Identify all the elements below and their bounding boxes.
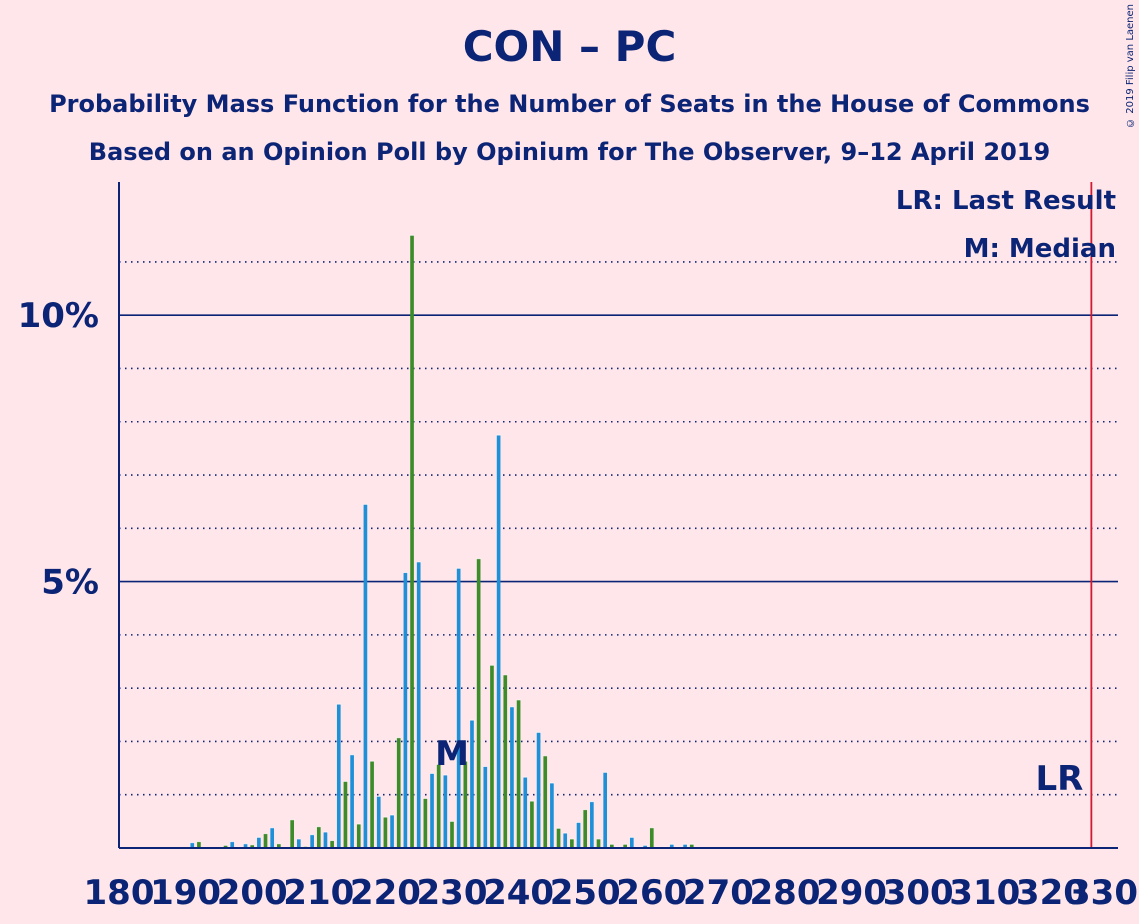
- bar: [190, 842, 195, 848]
- bar: [590, 801, 594, 848]
- x-tick-label: 190: [150, 873, 221, 913]
- chart-subtitle: Probability Mass Function for the Number…: [49, 90, 1090, 118]
- x-tick-label: 310: [949, 873, 1020, 913]
- bar: [350, 754, 354, 848]
- chart-title: CON – PC: [462, 22, 677, 71]
- x-tick-label: 180: [84, 873, 155, 913]
- bar: [556, 828, 561, 848]
- bar: [423, 798, 428, 848]
- axes: [118, 182, 1118, 849]
- bar: [570, 838, 574, 848]
- bar: [450, 821, 454, 848]
- bar: [410, 235, 414, 848]
- bar: [250, 844, 255, 848]
- bar: [316, 826, 321, 848]
- bar: [576, 822, 581, 848]
- bar: [496, 435, 501, 848]
- bar: [310, 834, 314, 848]
- bar: [277, 843, 281, 848]
- bar: [403, 572, 408, 848]
- axis-labels: 5% 10% 18019020021022023024025026027028029…: [18, 186, 1138, 913]
- x-tick-label: 300: [883, 873, 954, 913]
- x-tick-label: 280: [750, 873, 821, 913]
- y-tick-label: 10%: [18, 296, 99, 336]
- bar: [197, 841, 201, 848]
- bar: [510, 706, 514, 848]
- bar: [629, 837, 634, 848]
- bar: [443, 775, 448, 848]
- bar: [257, 837, 261, 848]
- chart-source: Based on an Opinion Poll by Opinium for …: [88, 138, 1051, 166]
- x-tick-label: 270: [683, 873, 754, 913]
- bar: [296, 838, 301, 848]
- bar: [649, 827, 654, 848]
- bar: [643, 845, 647, 848]
- bar: [223, 845, 228, 848]
- bar: [330, 840, 334, 848]
- bar: [550, 782, 554, 848]
- bar: [336, 704, 341, 848]
- bar: [623, 844, 627, 848]
- x-tick-label: 210: [283, 873, 354, 913]
- bar: [503, 674, 508, 848]
- x-tick-label: 290: [816, 873, 887, 913]
- bar: [396, 737, 401, 848]
- bar: [683, 844, 687, 848]
- bar: [416, 561, 421, 848]
- legend-last-result: LR: Last Result: [896, 186, 1116, 216]
- legend-median: M: Median: [964, 234, 1116, 264]
- last-result-marker: LR: [1036, 759, 1084, 799]
- bar: [483, 766, 488, 848]
- bar: [456, 568, 461, 848]
- bar: [243, 843, 248, 848]
- bar: [390, 814, 394, 848]
- bar: [363, 504, 368, 848]
- bar: [430, 773, 434, 848]
- bar: [436, 764, 441, 848]
- bar: [470, 720, 474, 848]
- bar: [370, 761, 374, 848]
- bar: [536, 732, 541, 848]
- bar: [476, 558, 481, 848]
- x-tick-label: 200: [217, 873, 288, 913]
- bar: [290, 819, 294, 848]
- x-tick-label: 260: [616, 873, 687, 913]
- bar: [356, 824, 361, 848]
- bar: [563, 833, 568, 848]
- bar: [383, 817, 388, 848]
- grid-lines: [119, 261, 1118, 796]
- bar: [596, 838, 601, 848]
- bar: [543, 755, 548, 848]
- x-tick-label: 330: [1067, 873, 1138, 913]
- x-tick-label: 240: [483, 873, 554, 913]
- bar: [263, 833, 268, 848]
- x-tick-label: 320: [1016, 873, 1087, 913]
- y-tick-label: 5%: [41, 563, 99, 603]
- x-tick-label: 250: [550, 873, 621, 913]
- bar: [669, 844, 674, 848]
- bar: [463, 761, 468, 848]
- x-tick-label: 230: [417, 873, 488, 913]
- bar: [376, 796, 381, 848]
- bar: [523, 777, 528, 848]
- bar: [689, 844, 694, 848]
- bar: [603, 772, 608, 848]
- bar: [230, 841, 235, 848]
- bar: [270, 827, 275, 848]
- bar: [323, 832, 328, 848]
- bar: [343, 781, 348, 848]
- bar: [610, 844, 614, 848]
- bars: [190, 234, 701, 849]
- bar: [490, 665, 494, 848]
- x-tick-label: 220: [350, 873, 421, 913]
- bar: [583, 809, 588, 848]
- bar: [530, 801, 534, 848]
- median-marker: M: [435, 734, 469, 774]
- bar: [516, 699, 521, 848]
